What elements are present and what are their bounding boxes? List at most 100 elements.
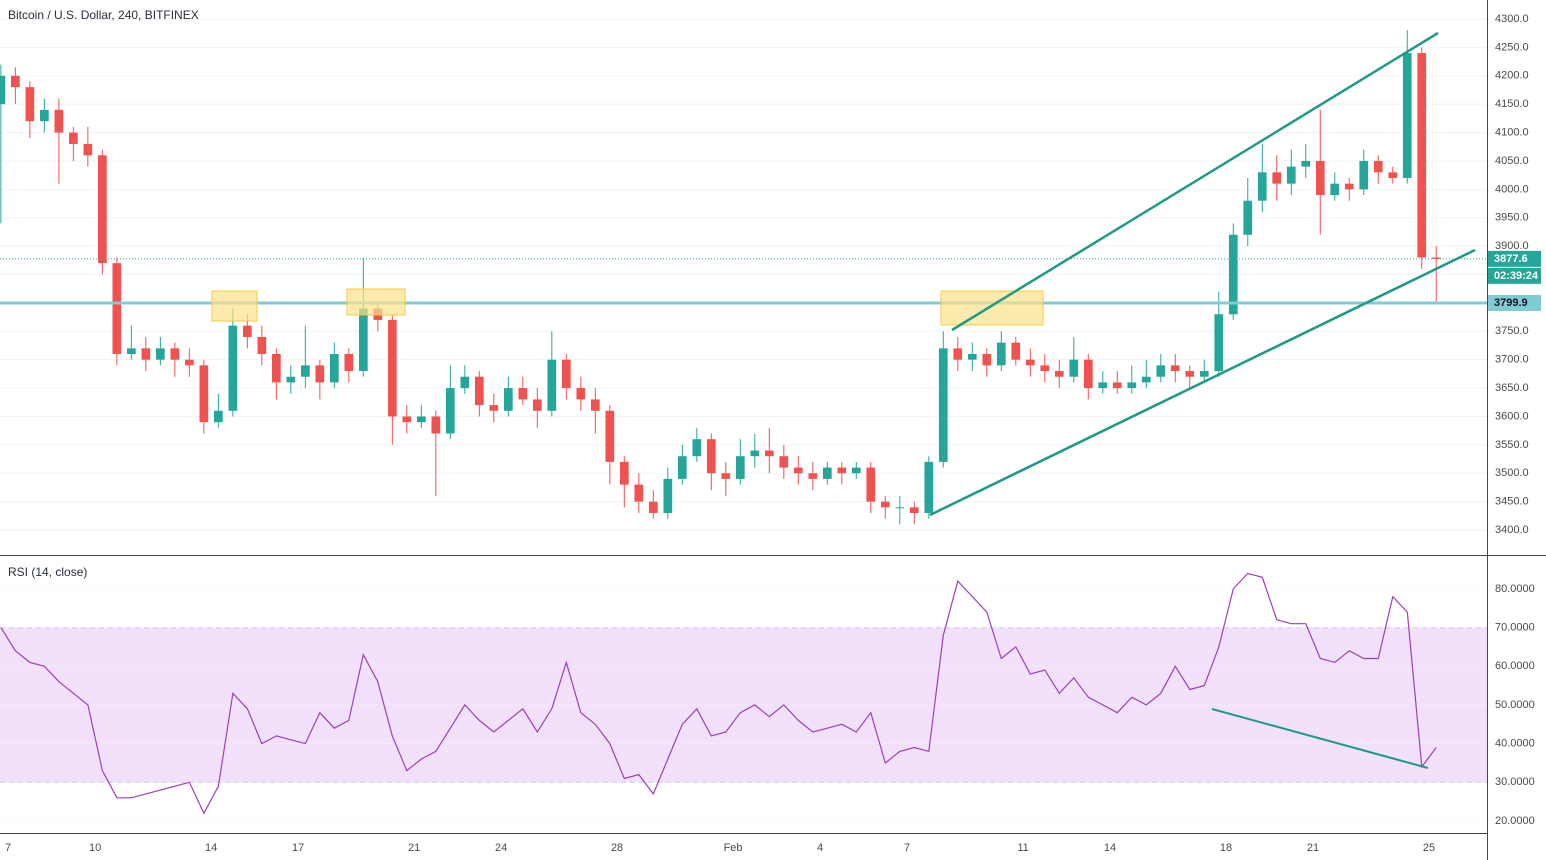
candle-body xyxy=(1344,183,1354,190)
candle-body xyxy=(1431,257,1441,259)
candle-body xyxy=(1141,376,1151,383)
x-tick-label: 28 xyxy=(611,842,623,854)
candle-body xyxy=(619,461,629,485)
candle-body xyxy=(431,416,441,434)
candle-body xyxy=(1040,365,1050,372)
candle-body xyxy=(1011,342,1021,360)
candle-body xyxy=(69,132,78,144)
price-label-bg xyxy=(1488,294,1541,311)
candle-body xyxy=(1170,365,1180,372)
candle-body xyxy=(648,501,658,513)
candle-body xyxy=(735,456,745,479)
candle-body xyxy=(1112,382,1122,389)
candle-body xyxy=(1127,382,1137,389)
y-tick-label: 3650.0 xyxy=(1495,382,1529,394)
y-tick-label: 4050.0 xyxy=(1495,155,1529,167)
x-tick-label: 25 xyxy=(1423,842,1435,854)
candle-body xyxy=(83,143,93,156)
y-tick-label: 30.0000 xyxy=(1495,776,1535,788)
y-tick-label: 3550.0 xyxy=(1495,439,1529,451)
candle-body xyxy=(1156,365,1166,377)
candle-body xyxy=(866,467,876,502)
candle-body xyxy=(764,450,774,457)
candle-body xyxy=(300,365,310,377)
x-tick-label: 7 xyxy=(5,842,11,854)
chart-title: Bitcoin / U.S. Dollar, 240, BITFINEX xyxy=(8,8,199,22)
candle-body xyxy=(185,359,194,366)
candle-body xyxy=(358,308,368,372)
y-tick-label: 60.0000 xyxy=(1495,660,1535,672)
candle-body xyxy=(25,87,35,122)
trend-line xyxy=(929,248,1476,517)
candle-body xyxy=(1243,200,1253,235)
candle-body xyxy=(11,75,20,88)
x-tick-label: 10 xyxy=(89,842,101,854)
x-tick-label: 4 xyxy=(817,842,823,854)
candle-body xyxy=(663,478,673,513)
candle-body xyxy=(1330,183,1340,196)
candle-body xyxy=(1257,172,1267,201)
candle-body xyxy=(1373,160,1383,173)
candle-body xyxy=(1301,160,1311,167)
y-tick-label: 4250.0 xyxy=(1495,41,1529,53)
candle-body xyxy=(547,359,557,411)
candle-body xyxy=(851,467,861,474)
candle-body xyxy=(416,416,426,423)
highlight-box xyxy=(211,290,258,322)
candle-body xyxy=(793,467,803,474)
candle-body xyxy=(750,450,760,457)
highlight-box xyxy=(346,288,406,316)
x-tick-label: 7 xyxy=(904,842,910,854)
x-tick-label: Feb xyxy=(724,842,743,854)
y-tick-label: 4100.0 xyxy=(1495,126,1529,138)
candle-body xyxy=(808,473,818,479)
y-tick-label: 4300.0 xyxy=(1495,13,1529,25)
trend-line xyxy=(951,31,1439,332)
candle-body xyxy=(1388,172,1398,178)
candle-body xyxy=(1359,160,1369,190)
y-tick-label: 3500.0 xyxy=(1495,467,1529,479)
candle-body xyxy=(837,467,847,474)
candle-body xyxy=(98,155,107,264)
candle-body xyxy=(199,365,209,423)
y-tick-label: 3750.0 xyxy=(1495,325,1529,337)
candle-body xyxy=(576,388,586,400)
candle-body xyxy=(1417,53,1427,258)
candle-body xyxy=(286,376,296,383)
candle-body xyxy=(329,354,339,383)
candle-body xyxy=(1069,359,1079,377)
candle-body xyxy=(489,405,499,411)
candle-body xyxy=(40,109,49,122)
candle-body xyxy=(1272,172,1282,184)
x-tick-label: 18 xyxy=(1220,842,1232,854)
y-tick-label: 3900.0 xyxy=(1495,240,1529,252)
countdown-label: 02:39:24 xyxy=(1494,270,1539,282)
y-tick-label: 3400.0 xyxy=(1495,524,1529,536)
candle-body xyxy=(271,354,281,383)
x-tick-label: 21 xyxy=(408,842,420,854)
x-tick-label: 11 xyxy=(1017,842,1028,854)
candle-body xyxy=(1025,359,1035,366)
candle-body xyxy=(967,354,977,360)
candle-body xyxy=(996,342,1006,366)
candle-body xyxy=(1402,53,1412,178)
candle-body xyxy=(634,484,644,502)
candle-body xyxy=(779,456,789,468)
y-tick-label: 70.0000 xyxy=(1495,621,1535,633)
y-tick-label: 3450.0 xyxy=(1495,496,1529,508)
y-tick-label: 4150.0 xyxy=(1495,98,1529,110)
candle-body xyxy=(1228,234,1238,315)
candle-body xyxy=(156,348,165,360)
trend-line xyxy=(1211,708,1429,769)
candle-body xyxy=(1098,382,1108,389)
candle-body xyxy=(127,348,136,355)
candle-body xyxy=(953,348,963,360)
candle-body xyxy=(112,263,122,355)
candle-body xyxy=(880,501,890,508)
candle-body xyxy=(344,354,354,372)
x-tick-label: 14 xyxy=(1104,842,1116,854)
candle-body xyxy=(402,416,412,423)
y-tick-label: 20.0000 xyxy=(1495,815,1535,827)
